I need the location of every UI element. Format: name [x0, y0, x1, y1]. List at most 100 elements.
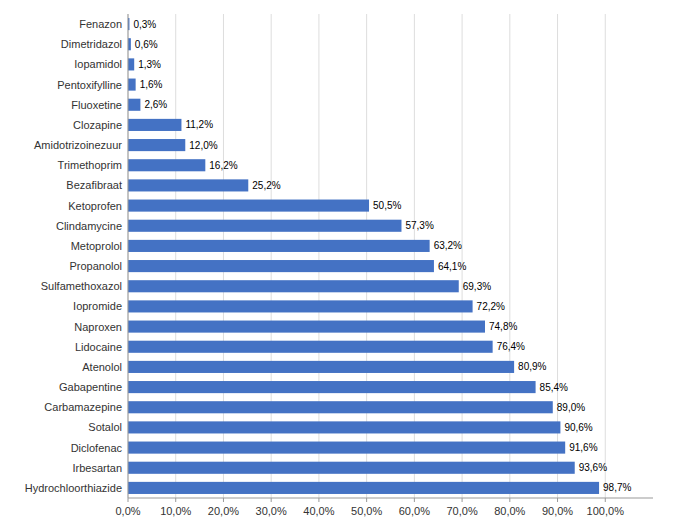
bar — [128, 341, 493, 353]
y-tick-label: Propanolol — [69, 260, 122, 272]
data-label: 85,4% — [540, 382, 568, 393]
y-tick-label: Atenolol — [82, 361, 122, 373]
grid-line — [128, 14, 129, 498]
axes — [128, 14, 653, 498]
data-label: 1,6% — [140, 79, 163, 90]
data-label: 63,2% — [434, 240, 462, 251]
x-tick-label: 20,0% — [208, 505, 239, 517]
data-label: 74,8% — [489, 321, 517, 332]
x-tick — [175, 498, 176, 502]
data-label: 57,3% — [405, 220, 433, 231]
x-tick — [462, 498, 463, 502]
x-tick-label: 0,0% — [115, 505, 140, 517]
data-label: 91,6% — [569, 442, 597, 453]
bar — [128, 482, 599, 494]
data-label: 12,0% — [189, 140, 217, 151]
y-tick-label: Amidotrizoinezuur — [34, 139, 122, 151]
y-tick-label: Sulfamethoxazol — [41, 280, 122, 292]
data-label: 76,4% — [497, 341, 525, 352]
bar — [128, 381, 536, 393]
x-tick-label: 10,0% — [160, 505, 191, 517]
bar — [128, 79, 136, 91]
x-tick-label: 30,0% — [256, 505, 287, 517]
y-tick-label: Pentoxifylline — [57, 79, 122, 91]
y-tick-label: Gabapentine — [59, 381, 122, 393]
bar — [128, 280, 459, 292]
y-tick-label: Irbesartan — [72, 462, 122, 474]
data-label: 2,6% — [144, 99, 167, 110]
data-label: 90,6% — [564, 422, 592, 433]
x-tick-label: 90,0% — [542, 505, 573, 517]
x-tick-label: 60,0% — [399, 505, 430, 517]
grid — [128, 14, 605, 498]
bar — [128, 321, 485, 333]
bar — [128, 119, 181, 131]
bar — [128, 401, 553, 413]
y-tick-label: Iopromide — [73, 300, 122, 312]
x-tick — [414, 498, 415, 502]
y-axis: Hydrochloorthiazide Irbesartan Diclofenac S… — [25, 18, 123, 494]
x-tick — [318, 498, 319, 502]
bar — [128, 220, 401, 232]
x-tick — [223, 498, 224, 502]
bar — [128, 240, 430, 252]
x-axis-line — [128, 498, 653, 499]
x-tick — [557, 498, 558, 502]
data-label: 11,2% — [185, 119, 213, 130]
y-tick-label: Metoprolol — [71, 240, 122, 252]
bar — [128, 462, 575, 474]
bar — [128, 421, 560, 433]
y-tick-label: Naproxen — [74, 321, 122, 333]
y-tick-label: Carbamazepine — [44, 401, 122, 413]
y-tick-label: Clindamycine — [56, 220, 122, 232]
x-tick-label: 80,0% — [494, 505, 525, 517]
data-label: 1,3% — [138, 59, 161, 70]
data-label: 16,2% — [209, 160, 237, 171]
x-tick-label: 70,0% — [446, 505, 477, 517]
x-tick — [366, 498, 367, 502]
data-label: 25,2% — [252, 180, 280, 191]
x-tick — [271, 498, 272, 502]
y-axis-line — [128, 14, 129, 498]
bar — [128, 361, 514, 373]
x-tick-label: 40,0% — [303, 505, 334, 517]
y-tick-label: Fluoxetine — [71, 99, 122, 111]
bar — [128, 159, 205, 171]
y-tick-label: Bezafibraat — [66, 179, 122, 191]
data-label: 80,9% — [518, 361, 546, 372]
x-axis: 0,0% 10,0% 20,0% 30,0% 40,0% 50,0% 60,0% 70,0% 8… — [115, 498, 624, 517]
y-tick-label: Iopamidol — [74, 58, 122, 70]
x-tick — [605, 498, 606, 502]
data-label: 93,6% — [579, 462, 607, 473]
y-tick-label: Dimetridazol — [61, 38, 122, 50]
bar — [128, 179, 248, 191]
data-label: 0,3% — [133, 19, 156, 30]
data-label: 89,0% — [557, 402, 585, 413]
bar — [128, 300, 473, 312]
data-label: 0,6% — [135, 39, 158, 50]
x-tick-label: 50,0% — [351, 505, 382, 517]
data-label: 98,7% — [603, 482, 631, 493]
x-tick-label: 100,0% — [587, 505, 625, 517]
y-tick-label: Trimethoprim — [58, 159, 122, 171]
bar — [128, 260, 434, 272]
y-tick-label: Clozapine — [73, 119, 122, 131]
bar — [128, 442, 565, 454]
bars — [128, 18, 599, 494]
y-tick-label: Diclofenac — [71, 442, 123, 454]
x-tick — [128, 498, 129, 502]
y-tick-label: Ketoprofen — [68, 200, 122, 212]
x-tick — [509, 498, 510, 502]
y-tick-label: Lidocaine — [75, 341, 122, 353]
y-tick-label: Fenazon — [79, 18, 122, 30]
grid-line — [605, 14, 606, 498]
data-label: 69,3% — [463, 281, 491, 292]
y-tick-label: Hydrochloorthiazide — [25, 482, 122, 494]
y-tick-label: Sotalol — [88, 421, 122, 433]
chart: 0,0% 10,0% 20,0% 30,0% 40,0% 50,0% 60,0% 70,0% 8… — [0, 0, 677, 532]
bar — [128, 99, 140, 111]
bar — [128, 139, 185, 151]
data-label: 72,2% — [477, 301, 505, 312]
data-labels: 98,7% 93,6% 91,6% 90,6% 89,0% 85,4% 80,9% 76,4%… — [133, 19, 631, 494]
data-label: 64,1% — [438, 261, 466, 272]
